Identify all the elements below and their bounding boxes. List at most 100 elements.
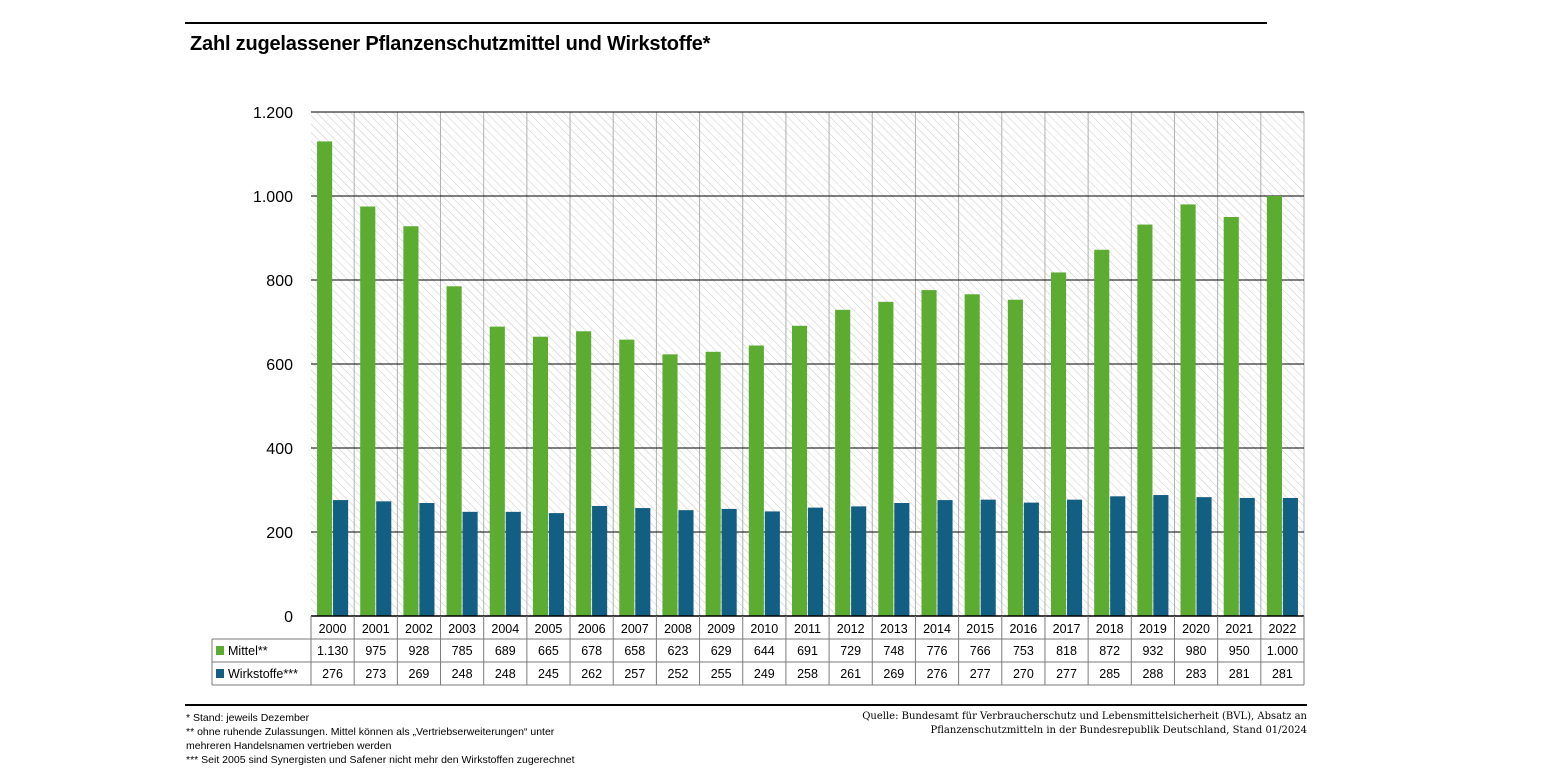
bar-mittel <box>921 290 937 616</box>
x-tick-label: 2003 <box>448 622 476 636</box>
x-tick-label: 2004 <box>491 622 519 636</box>
bar-wirkstoffe <box>505 511 521 616</box>
y-tick-label: 400 <box>266 441 293 458</box>
bar-mittel <box>1137 224 1153 616</box>
x-tick-label: 2019 <box>1139 622 1167 636</box>
data-label-wirkstoffe: 252 <box>668 667 689 681</box>
y-tick-label: 200 <box>266 525 293 542</box>
y-tick-label: 800 <box>266 273 293 290</box>
bar-wirkstoffe <box>1153 495 1169 616</box>
footnote-3: *** Seit 2005 sind Synergisten und Safen… <box>186 754 575 766</box>
data-label-mittel: 729 <box>840 644 861 658</box>
data-table: 2000 2001 2002 2003 2004 2005 2006 2007 2008 2009… <box>211 615 1305 686</box>
data-label-wirkstoffe: 248 <box>452 667 473 681</box>
data-label-wirkstoffe: 261 <box>840 667 861 681</box>
bar-mittel <box>1223 217 1239 616</box>
bar-wirkstoffe <box>980 499 996 616</box>
data-label-wirkstoffe: 249 <box>754 667 775 681</box>
bar-wirkstoffe <box>894 503 910 616</box>
x-tick-label: 2009 <box>707 622 735 636</box>
bar-wirkstoffe <box>1066 499 1083 616</box>
data-label-mittel: 658 <box>624 644 645 658</box>
bar-mittel <box>532 336 549 616</box>
data-label-wirkstoffe: 276 <box>322 667 343 681</box>
bar-wirkstoffe <box>462 511 478 616</box>
bar-wirkstoffe <box>1023 502 1039 616</box>
source-note: Quelle: Bundesamt für Verbraucherschutz … <box>807 710 1307 738</box>
y-tick-label: 1.000 <box>253 189 293 206</box>
x-tick-label: 2016 <box>1009 622 1037 636</box>
legend-swatch-mittel <box>216 646 224 655</box>
data-label-mittel: 665 <box>538 644 559 658</box>
bar-mittel <box>1180 204 1196 616</box>
bar-mittel <box>1051 272 1067 616</box>
footnote-2: ** ohne ruhende Zulassungen. Mittel könn… <box>186 726 555 738</box>
data-label-wirkstoffe: 276 <box>927 667 948 681</box>
data-label-wirkstoffe: 277 <box>1056 667 1077 681</box>
bar-wirkstoffe <box>1196 497 1212 616</box>
bar-wirkstoffe <box>376 501 392 616</box>
bar-mittel <box>1266 196 1282 616</box>
x-tick-label: 2008 <box>664 622 692 636</box>
bar-wirkstoffe <box>635 508 651 616</box>
footnote-1: * Stand: jeweils Dezember <box>186 712 310 724</box>
bar-mittel <box>576 331 592 616</box>
data-label-wirkstoffe: 269 <box>409 667 430 681</box>
bar-mittel <box>1007 299 1023 616</box>
x-tick-label: 2007 <box>621 622 649 636</box>
bar-wirkstoffe <box>721 508 737 616</box>
data-label-mittel: 980 <box>1186 644 1207 658</box>
bar-wirkstoffe <box>333 500 349 616</box>
bar-mittel <box>403 226 419 617</box>
data-label-wirkstoffe: 257 <box>624 667 645 681</box>
x-tick-label: 2000 <box>319 622 347 636</box>
data-label-mittel: 785 <box>452 644 473 658</box>
x-tick-label: 2012 <box>837 622 865 636</box>
y-tick-label: 600 <box>266 357 293 374</box>
data-label-mittel: 872 <box>1099 644 1120 658</box>
data-label-wirkstoffe: 273 <box>365 667 386 681</box>
y-tick-label: 1.200 <box>253 105 293 122</box>
data-label-wirkstoffe: 281 <box>1229 667 1250 681</box>
data-label-mittel: 766 <box>970 644 991 658</box>
bar-mittel <box>662 354 678 616</box>
chart-title: Zahl zugelassener Pflanzenschutzmittel u… <box>190 33 711 55</box>
source-line-2: Pflanzenschutzmitteln in der Bundesrepub… <box>930 725 1307 736</box>
legend-swatch-wirkstoffe <box>216 669 224 678</box>
x-tick-label: 2021 <box>1225 622 1253 636</box>
x-tick-label: 2020 <box>1182 622 1210 636</box>
data-label-wirkstoffe: 255 <box>711 667 732 681</box>
data-label-mittel: 748 <box>883 644 904 658</box>
data-label-mittel: 776 <box>927 644 948 658</box>
source-line-1: Quelle: Bundesamt für Verbraucherschutz … <box>862 711 1307 722</box>
bar-wirkstoffe <box>851 506 867 616</box>
bar-mittel <box>489 326 505 616</box>
bar-mittel <box>964 294 980 616</box>
y-tick-label: 0 <box>284 609 293 626</box>
bar-wirkstoffe <box>678 510 694 616</box>
data-label-mittel: 691 <box>797 644 818 658</box>
data-label-wirkstoffe: 281 <box>1272 667 1293 681</box>
bar-wirkstoffe <box>1239 497 1255 616</box>
bar-mittel <box>705 351 721 616</box>
data-label-wirkstoffe: 277 <box>970 667 991 681</box>
bar-mittel <box>446 286 462 616</box>
data-label-wirkstoffe: 262 <box>581 667 602 681</box>
x-tick-label: 2018 <box>1096 622 1124 636</box>
data-label-mittel: 644 <box>754 644 775 658</box>
bar-mittel <box>835 309 851 616</box>
data-label-wirkstoffe: 288 <box>1142 667 1163 681</box>
bar-wirkstoffe <box>419 503 435 616</box>
x-tick-label: 2010 <box>750 622 778 636</box>
data-label-mittel: 623 <box>668 644 689 658</box>
footnote-2-continued: mehreren Handelsnamen vertrieben werden <box>186 740 392 752</box>
x-tick-label: 2013 <box>880 622 908 636</box>
data-label-mittel: 1.130 <box>317 644 348 658</box>
bottom-rule <box>185 704 1307 706</box>
x-tick-label: 2001 <box>362 622 390 636</box>
x-tick-label: 2002 <box>405 622 433 636</box>
data-label-wirkstoffe: 283 <box>1186 667 1207 681</box>
data-label-mittel: 689 <box>495 644 516 658</box>
x-tick-label: 2011 <box>794 622 821 636</box>
x-tick-label: 2014 <box>923 622 951 636</box>
